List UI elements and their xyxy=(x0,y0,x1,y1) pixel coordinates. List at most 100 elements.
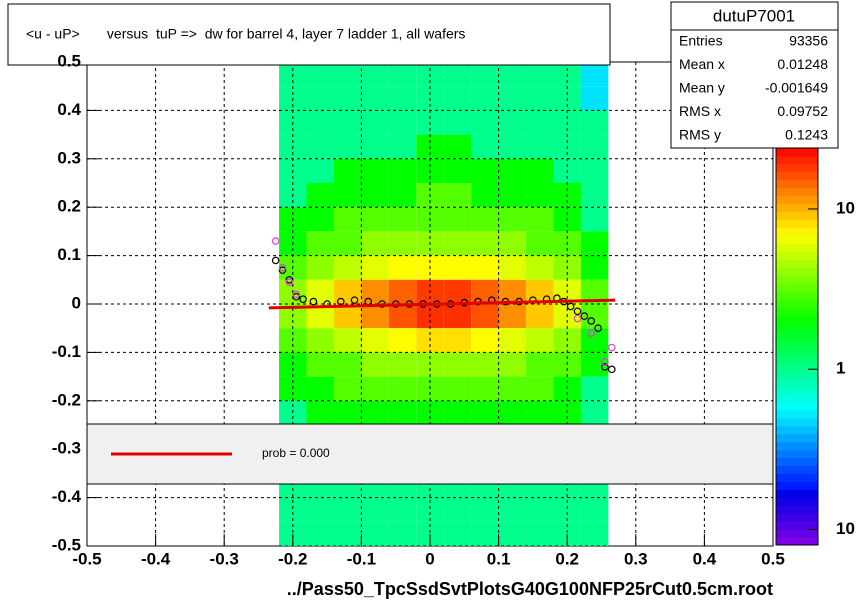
heat-cell xyxy=(580,255,609,280)
heat-cell xyxy=(526,497,554,522)
heat-cell xyxy=(526,304,554,329)
heat-cell xyxy=(306,352,334,377)
palette-step xyxy=(776,187,818,197)
stats-value: -0.001649 xyxy=(765,80,828,96)
heat-cell xyxy=(498,304,527,329)
heat-cell xyxy=(388,134,417,159)
heat-cell xyxy=(333,183,362,208)
profile-point xyxy=(278,263,287,272)
heat-cell xyxy=(333,110,362,135)
heat-cell xyxy=(443,62,472,87)
stats-value: 0.01248 xyxy=(777,56,828,72)
palette-step xyxy=(776,497,818,506)
heat-cell xyxy=(388,255,417,280)
heat-cell xyxy=(580,521,609,546)
heat-cell xyxy=(361,62,389,87)
legend-text: prob = 0.000 xyxy=(262,446,330,460)
palette-step xyxy=(776,227,818,236)
palette-step xyxy=(776,163,818,173)
profile-point xyxy=(309,297,318,306)
profile-point xyxy=(601,358,609,366)
heat-cell xyxy=(580,110,609,135)
stats-title: dutuP7001 xyxy=(713,6,795,25)
profile-point xyxy=(573,307,582,316)
heat-cell xyxy=(333,328,362,353)
heat-cell xyxy=(443,376,472,401)
stats-label: Mean x xyxy=(679,56,725,72)
profile-point xyxy=(271,237,280,245)
heat-cell xyxy=(526,279,554,304)
y-tick-label: 0.4 xyxy=(57,100,81,119)
heat-cell xyxy=(333,352,362,377)
heat-cell xyxy=(333,231,362,256)
heat-cell xyxy=(580,158,609,183)
x-tick-label: 0 xyxy=(425,549,434,568)
heat-cell xyxy=(580,497,609,522)
palette-step xyxy=(776,417,818,427)
palette-step xyxy=(776,410,818,419)
palette-step xyxy=(776,378,818,387)
palette-step xyxy=(776,171,818,181)
heat-cell xyxy=(361,110,389,135)
profile-point xyxy=(474,297,482,306)
heat-cell xyxy=(443,352,472,377)
heat-cell xyxy=(388,231,417,256)
heat-cell xyxy=(580,352,609,377)
heat-cell xyxy=(388,158,417,183)
heat-cell xyxy=(388,183,417,208)
heat-cell xyxy=(471,376,499,401)
heat-cell xyxy=(580,86,609,111)
heat-cell xyxy=(580,231,609,256)
y-tick-label: -0.1 xyxy=(52,342,81,361)
heat-cell xyxy=(471,62,499,87)
stats-label: RMS y xyxy=(679,127,721,143)
palette-step xyxy=(776,370,818,379)
profile-point xyxy=(587,329,596,337)
heat-cell xyxy=(361,497,389,522)
heat-cell xyxy=(361,158,389,183)
heat-cell xyxy=(443,497,472,522)
heat-cell xyxy=(333,255,362,280)
heat-cell xyxy=(333,134,362,159)
stats-label: Mean y xyxy=(679,80,725,96)
heat-cell xyxy=(498,352,527,377)
heat-cell xyxy=(526,86,554,111)
x-axis-label: ../Pass50_TpcSsdSvtPlotsG40G100NFP25rCut… xyxy=(287,579,773,599)
x-tick-label: -0.1 xyxy=(347,549,376,568)
heat-cell xyxy=(526,376,554,401)
heat-cell xyxy=(306,497,334,522)
heat-cell xyxy=(361,134,389,159)
heat-cell xyxy=(388,304,417,329)
y-tick-label: -0.2 xyxy=(52,390,81,409)
profile-point xyxy=(285,278,294,287)
profile-point xyxy=(292,292,301,301)
heat-cell xyxy=(471,110,499,135)
heat-cell xyxy=(333,62,362,87)
heat-cell xyxy=(306,207,334,232)
profile-point xyxy=(594,324,602,333)
y-tick-label: -0.3 xyxy=(52,439,81,458)
y-tick-label: 0.1 xyxy=(57,245,81,264)
stats-label: RMS x xyxy=(679,103,721,119)
palette-step xyxy=(776,362,818,371)
y-tick-label: -0.4 xyxy=(52,487,82,506)
x-tick-label: 0.4 xyxy=(693,549,717,568)
palette-step xyxy=(776,338,818,347)
palette-step xyxy=(776,298,818,308)
palette-step xyxy=(776,251,818,260)
heat-cell xyxy=(361,231,389,256)
heat-cell xyxy=(498,183,527,208)
heat-cell xyxy=(333,400,362,425)
heat-cell xyxy=(580,304,609,329)
x-tick-label: 0.2 xyxy=(555,549,579,568)
heat-cell xyxy=(333,158,362,183)
heat-cell xyxy=(306,183,334,208)
profile-point xyxy=(601,363,609,371)
palette-step xyxy=(776,179,818,189)
palette-step xyxy=(776,513,818,522)
heat-cell xyxy=(526,183,554,208)
heat-cell xyxy=(306,62,334,87)
heat-cell xyxy=(580,62,609,87)
palette-step xyxy=(776,235,818,244)
heat-cell xyxy=(471,328,499,353)
